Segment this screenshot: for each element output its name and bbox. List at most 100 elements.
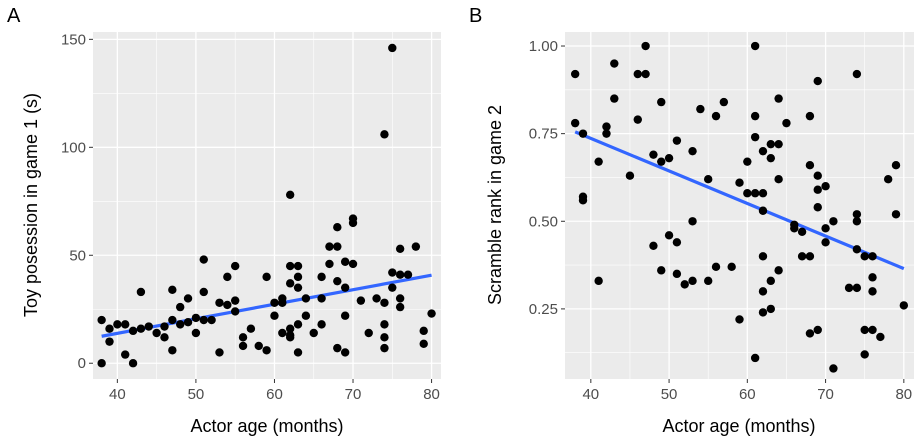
- data-point: [427, 309, 436, 318]
- data-point: [860, 325, 869, 335]
- x-tick-label: 60: [739, 386, 756, 403]
- data-point: [805, 160, 815, 170]
- x-tick-label: 50: [188, 386, 205, 403]
- data-point: [333, 223, 342, 232]
- data-point: [688, 276, 697, 286]
- data-point: [672, 269, 682, 279]
- data-point: [333, 276, 342, 286]
- x-tick-label: 50: [661, 386, 678, 403]
- data-point: [750, 132, 760, 142]
- panel-a-x-ticks: 40 50 60 70 80: [109, 379, 440, 403]
- data-point: [230, 307, 240, 316]
- data-point: [285, 333, 295, 342]
- data-point: [113, 320, 122, 329]
- data-point: [766, 276, 776, 286]
- data-point: [380, 130, 389, 139]
- data-point: [774, 139, 783, 149]
- data-point: [97, 359, 106, 368]
- data-point: [868, 252, 877, 261]
- y-tick-label: 150: [61, 31, 86, 48]
- data-point: [657, 157, 666, 166]
- data-point: [285, 261, 295, 271]
- data-point: [711, 262, 721, 272]
- data-point: [578, 129, 588, 138]
- y-tick-label: 1.00: [529, 38, 558, 55]
- data-point: [758, 308, 768, 317]
- panel-b-y-ticks: 0.25 0.50 0.75 1.00: [529, 38, 565, 318]
- data-point: [680, 280, 689, 289]
- panel-a-points: [97, 43, 436, 368]
- data-point: [270, 298, 279, 307]
- data-point: [270, 311, 279, 320]
- data-point: [278, 298, 287, 307]
- panel-b-fit-line-group: [574, 130, 905, 271]
- data-point: [152, 328, 161, 338]
- fit-line: [574, 130, 905, 271]
- data-point: [309, 328, 318, 338]
- data-point: [364, 328, 373, 338]
- data-point: [774, 175, 783, 184]
- data-point: [805, 252, 815, 261]
- panel-b-plot-background: [565, 32, 914, 379]
- data-point: [199, 287, 208, 297]
- data-point: [238, 341, 248, 351]
- data-point: [633, 115, 642, 124]
- data-point: [333, 242, 342, 251]
- y-tick-label: 0.25: [529, 301, 558, 318]
- data-point: [301, 311, 311, 320]
- data-point: [160, 322, 169, 331]
- x-tick-label: 40: [582, 386, 599, 403]
- data-point: [246, 324, 256, 333]
- data-point: [105, 337, 114, 346]
- data-point: [758, 252, 768, 261]
- data-point: [168, 346, 177, 355]
- data-point: [610, 94, 619, 103]
- data-point: [594, 276, 603, 286]
- data-point: [380, 320, 389, 329]
- data-point: [262, 272, 271, 282]
- data-point: [578, 196, 588, 205]
- y-tick-label: 50: [69, 247, 86, 264]
- panel-b-letter: B: [469, 5, 482, 27]
- data-point: [136, 324, 146, 333]
- data-point: [168, 285, 177, 295]
- data-point: [230, 261, 240, 271]
- data-point: [223, 272, 232, 282]
- data-point: [883, 175, 893, 184]
- data-point: [688, 146, 697, 156]
- data-point: [852, 245, 862, 254]
- data-point: [649, 241, 658, 251]
- data-point: [144, 322, 153, 331]
- y-tick-label: 0.50: [529, 213, 558, 230]
- data-point: [293, 283, 303, 292]
- y-tick-label: 100: [61, 139, 86, 156]
- data-point: [860, 252, 869, 261]
- data-point: [388, 43, 397, 53]
- panel-b-points: [570, 41, 909, 373]
- data-point: [782, 118, 791, 128]
- data-point: [136, 287, 146, 297]
- data-point: [844, 283, 854, 293]
- panel-b: B 40 50 60 70 80 0.25 0.50 0.75 1.00 Actor age …: [469, 5, 914, 436]
- data-point: [388, 268, 397, 277]
- data-point: [395, 302, 405, 312]
- panel-b-x-axis-title: Actor age (months): [662, 416, 815, 436]
- data-point: [633, 69, 642, 79]
- data-point: [735, 315, 744, 324]
- data-point: [278, 328, 287, 338]
- data-point: [340, 311, 350, 320]
- data-point: [750, 189, 760, 198]
- data-point: [348, 218, 358, 228]
- data-point: [168, 315, 177, 325]
- panel-b-y-axis-title: Scramble rank in game 2: [485, 105, 505, 305]
- data-point: [891, 210, 901, 219]
- data-point: [821, 182, 830, 191]
- data-point: [121, 320, 130, 329]
- data-point: [797, 252, 807, 261]
- data-point: [594, 157, 603, 166]
- data-point: [852, 210, 862, 219]
- data-point: [766, 153, 776, 163]
- data-point: [688, 217, 697, 226]
- x-tick-label: 40: [109, 386, 126, 403]
- data-point: [317, 320, 326, 329]
